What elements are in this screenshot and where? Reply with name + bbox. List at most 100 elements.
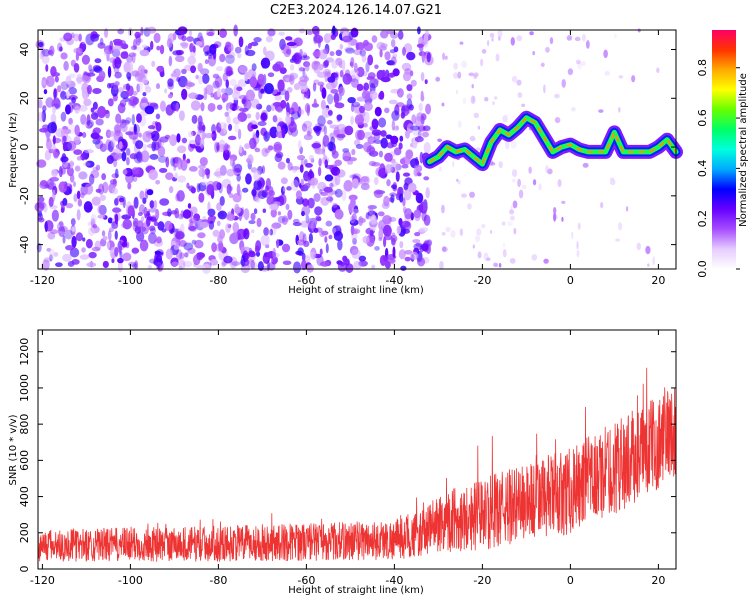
heatmap-cell [65, 75, 72, 85]
heatmap-cell [334, 159, 343, 166]
heatmap-cell [298, 140, 302, 150]
heatmap-cell [341, 59, 346, 72]
heatmap-cell [74, 165, 81, 172]
heatmap-cell [195, 74, 199, 80]
heatmap-cell [75, 51, 80, 61]
heatmap-cell [80, 192, 85, 199]
heatmap-cell [277, 211, 282, 216]
heatmap-cell [165, 248, 173, 260]
heatmap-cell [299, 55, 310, 61]
heatmap-cell [295, 190, 302, 200]
heatmap-cell [285, 115, 292, 125]
heatmap-cell [371, 118, 379, 130]
heatmap-cell [188, 92, 198, 99]
heatmap-cell [196, 254, 203, 261]
heatmap-cell [280, 177, 288, 185]
heatmap-cell [333, 230, 344, 242]
heatmap-cell [437, 138, 443, 143]
heatmap-cell [421, 131, 429, 138]
heatmap-cell [58, 181, 68, 193]
heatmap-cell [421, 210, 427, 222]
heatmap-cell [173, 165, 177, 172]
heatmap-cell [106, 241, 111, 250]
heatmap-cell [483, 252, 489, 261]
heatmap-cell [141, 102, 149, 107]
heatmap-cell [62, 135, 67, 143]
heatmap-cell [331, 150, 339, 159]
heatmap-cell [292, 261, 302, 274]
heatmap-cell [131, 167, 140, 175]
heatmap-cell [64, 183, 73, 190]
heatmap-cell [41, 110, 47, 123]
heatmap-cell [156, 65, 164, 73]
heatmap-cell [268, 230, 272, 235]
heatmap-cell [381, 69, 386, 77]
heatmap-cell [191, 114, 198, 124]
heatmap-cell [114, 124, 121, 137]
heatmap-cell [143, 69, 148, 74]
heatmap-cell [350, 103, 355, 112]
heatmap-cell [561, 78, 566, 88]
heatmap-cell [307, 197, 315, 209]
heatmap-cell [270, 208, 277, 218]
heatmap-cell [49, 248, 56, 260]
heatmap-cell [618, 75, 624, 79]
heatmap-cell [170, 157, 176, 167]
colorbar-tick-label: 0.2 [696, 210, 709, 228]
heatmap-cell [347, 97, 356, 104]
heatmap-cell [347, 160, 354, 165]
heatmap-cell [248, 220, 256, 225]
heatmap-cell [529, 31, 534, 36]
heatmap-cell [138, 132, 142, 138]
heatmap-cell [353, 49, 362, 56]
heatmap-cell [174, 207, 180, 219]
heatmap-cell [248, 250, 255, 256]
heatmap-cell [107, 98, 114, 107]
heatmap-cell [441, 204, 445, 214]
heatmap-cell [215, 122, 222, 133]
heatmap-cell [435, 76, 441, 82]
heatmap-cell [171, 261, 179, 267]
colorbar-tick-label: 0.8 [696, 59, 709, 77]
heatmap-cell [244, 70, 249, 82]
heatmap-cell [42, 259, 50, 271]
heatmap-cell [347, 40, 352, 49]
heatmap-cell [350, 229, 359, 234]
heatmap-cell [199, 137, 205, 149]
heatmap-cell [78, 33, 82, 42]
heatmap-cell [87, 221, 91, 227]
heatmap-cell [311, 142, 321, 149]
heatmap-cell [154, 250, 161, 255]
heatmap-cell [577, 61, 583, 70]
snr-y-ticks: 0 200 400 600 800 1000 1200 [18, 338, 676, 573]
heatmap-cell [462, 97, 467, 105]
heatmap-cell [298, 67, 306, 72]
heatmap-cell [117, 257, 124, 264]
heatmap-cell [188, 225, 197, 231]
heatmap-cell [208, 220, 215, 230]
heatmap-cell [257, 190, 267, 200]
heatmap-cell [136, 220, 144, 228]
heatmap-cell [266, 104, 272, 113]
heatmap-cell [383, 195, 390, 207]
heatmap-cell [107, 66, 112, 78]
heatmap-cell [165, 156, 170, 168]
heatmap-cell [361, 53, 367, 63]
heatmap-cell [326, 196, 334, 202]
heatmap-cell [442, 246, 448, 253]
heatmap-cell [334, 71, 340, 81]
heatmap-cell [45, 97, 54, 108]
heatmap-cell [477, 251, 482, 259]
heatmap-cell [404, 208, 413, 220]
heatmap-cell [501, 221, 506, 226]
heatmap-cell [378, 117, 387, 128]
heatmap-cell [39, 52, 44, 60]
heatmap-cell [236, 173, 241, 182]
heatmap-cell [249, 76, 258, 88]
heatmap-cell [615, 238, 621, 242]
heatmap-cell [453, 62, 458, 70]
heatmap-cell [107, 230, 112, 241]
heatmap-cell [415, 192, 424, 204]
heatmap-cell [164, 220, 173, 231]
heatmap-cell [216, 202, 222, 211]
